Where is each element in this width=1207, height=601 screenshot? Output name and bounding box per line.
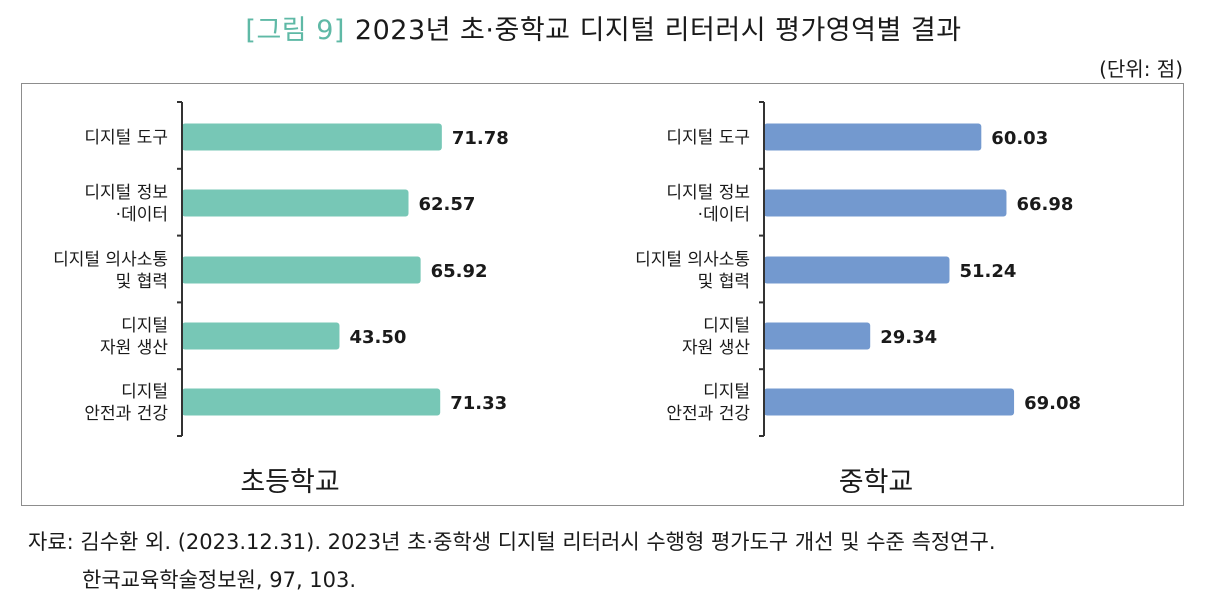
middle-category-label-3-1: 자원 생산 <box>682 338 750 358</box>
elementary-bar-4 <box>182 388 441 416</box>
source-line-1: 자료: 김수환 외. (2023.12.31). 2023년 초·중학생 디지털… <box>28 530 996 554</box>
middle-category-label-2-1: 및 협력 <box>698 272 750 292</box>
middle-category-label-3-0: 디지털 <box>703 316 750 336</box>
elementary-value-label-3: 43.50 <box>349 327 406 348</box>
elementary-value-label-2: 65.92 <box>431 261 488 282</box>
source-note: 자료: 김수환 외. (2023.12.31). 2023년 초·중학생 디지털… <box>28 523 996 599</box>
middle-category-label-0-0: 디지털 도구 <box>666 128 750 148</box>
middle-value-label-2: 51.24 <box>959 261 1016 282</box>
elementary-bar-3 <box>182 322 340 350</box>
middle-bar-3 <box>764 322 871 350</box>
elementary-value-label-0: 71.78 <box>452 128 509 149</box>
elementary-bar-1 <box>182 189 409 217</box>
middle-bar-2 <box>764 256 950 284</box>
middle-value-label-4: 69.08 <box>1024 393 1081 414</box>
source-line-2: 한국교육학술정보원, 97, 103. <box>82 568 357 592</box>
chart-frame: 71.78 디지털 도구 62.57 디지털 정보 ·데이터 65.92 디지털 의사소통 및… <box>21 83 1184 506</box>
elementary-category-label-4-1: 안전과 건강 <box>84 404 168 424</box>
middle-bar-4 <box>764 388 1015 416</box>
elementary-bar-2 <box>182 256 421 284</box>
elementary-value-label-1: 62.57 <box>419 194 476 215</box>
elementary-value-label-4: 71.33 <box>450 393 507 414</box>
middle-bar-0 <box>764 123 982 151</box>
elementary-bar-0 <box>182 123 442 151</box>
middle-panel-title: 중학교 <box>839 467 914 498</box>
elementary-panel-title: 초등학교 <box>240 467 339 498</box>
middle-category-label-4-0: 디지털 <box>703 382 750 402</box>
middle-category-label-4-1: 안전과 건강 <box>666 404 750 424</box>
unit-label: (단위: 점) <box>1099 57 1183 81</box>
figure-title: [그림 9] 2023년 초·중학교 디지털 리터러시 평가영역별 결과 <box>0 8 1207 47</box>
elementary-category-label-0-0: 디지털 도구 <box>84 128 168 148</box>
elementary-category-label-1-0: 디지털 정보 <box>84 183 168 203</box>
middle-value-label-3: 29.34 <box>880 327 937 348</box>
elementary-category-label-1-1: ·데이터 <box>116 205 168 225</box>
elementary-category-label-2-1: 및 협력 <box>116 272 168 292</box>
middle-category-label-1-0: 디지털 정보 <box>666 183 750 203</box>
elementary-category-label-4-0: 디지털 <box>121 382 168 402</box>
middle-category-label-2-0: 디지털 의사소통 <box>635 250 750 270</box>
figure-number: [그림 9] <box>245 15 345 46</box>
elementary-category-label-3-1: 자원 생산 <box>100 338 168 358</box>
elementary-category-label-2-0: 디지털 의사소통 <box>53 250 168 270</box>
elementary-category-label-3-0: 디지털 <box>121 316 168 336</box>
middle-value-label-0: 60.03 <box>991 128 1048 149</box>
middle-value-label-1: 66.98 <box>1016 194 1073 215</box>
figure-title-text: 2023년 초·중학교 디지털 리터러시 평가영역별 결과 <box>354 15 962 46</box>
middle-bar-1 <box>764 189 1007 217</box>
middle-category-label-1-1: ·데이터 <box>698 205 750 225</box>
